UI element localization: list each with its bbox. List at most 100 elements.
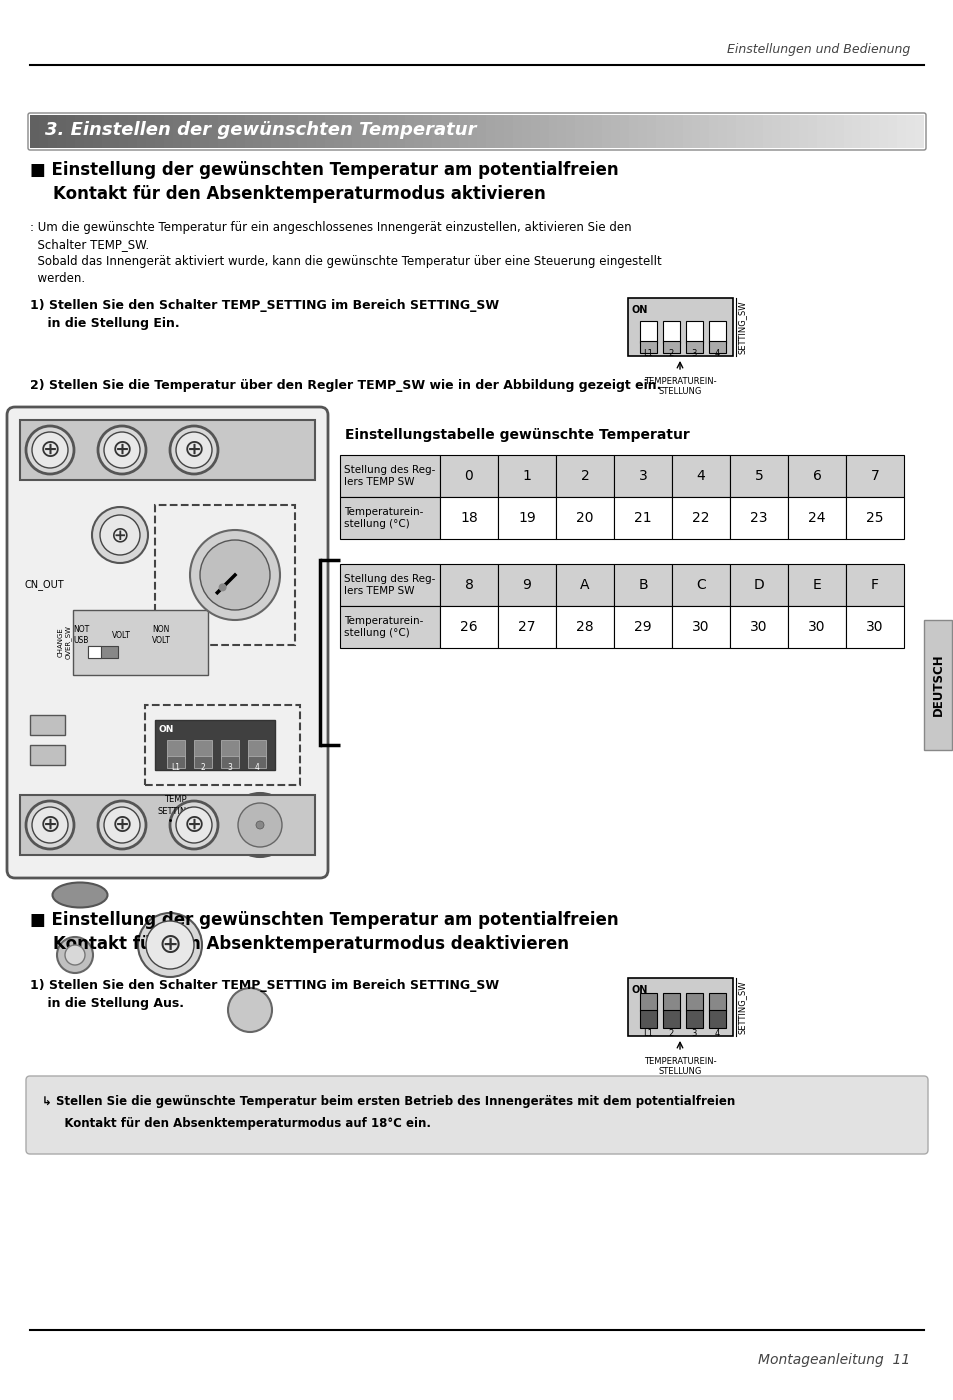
Bar [191,115,200,148]
Bar [485,115,495,148]
Bar [708,342,725,353]
Bar [154,720,274,770]
Bar [879,115,888,148]
Bar [729,455,787,497]
Bar [566,115,576,148]
Bar [671,606,729,648]
Bar [74,115,84,148]
Bar [193,756,212,769]
Bar [370,115,378,148]
Bar [66,115,75,148]
Circle shape [228,988,272,1032]
Circle shape [255,820,264,829]
Circle shape [26,801,74,848]
Text: 3: 3 [691,349,696,357]
Bar [512,115,521,148]
Text: 1: 1 [522,469,531,483]
Bar [708,1009,725,1028]
Text: L1: L1 [642,1029,652,1037]
Bar [167,756,185,769]
Bar [614,606,671,648]
Bar [556,606,614,648]
Text: 2: 2 [200,763,205,771]
Bar [639,1009,657,1028]
Text: in die Stellung Aus.: in die Stellung Aus. [30,997,184,1009]
Bar [334,115,343,148]
Text: 26: 26 [459,620,477,634]
Bar [662,1009,679,1028]
Bar [671,564,729,606]
Bar [744,115,754,148]
Bar [48,115,57,148]
Bar [685,993,702,1011]
Bar [845,606,903,648]
Bar [154,505,294,645]
Bar [439,606,497,648]
Text: 18: 18 [459,511,477,525]
Bar [497,497,556,539]
Bar [244,115,253,148]
Bar [729,564,787,606]
Bar [387,115,396,148]
Bar [227,115,236,148]
Text: ON: ON [631,986,648,995]
Bar [639,321,657,343]
Text: A: A [579,578,589,592]
Circle shape [190,531,280,620]
Circle shape [138,913,202,977]
Bar [671,497,729,539]
Text: TEMPERATUREIN-: TEMPERATUREIN- [643,377,716,385]
Bar [199,115,209,148]
Circle shape [98,801,146,848]
Bar [129,115,137,148]
Bar [682,115,691,148]
Text: TEMPERATUREIN-: TEMPERATUREIN- [643,1057,716,1065]
Bar [729,497,787,539]
Text: L1: L1 [642,349,652,357]
Text: L1: L1 [172,763,180,771]
Text: 30: 30 [865,620,882,634]
Bar [439,497,497,539]
Text: 1) Stellen Sie den Schalter TEMP_SETTING im Bereich SETTING_SW: 1) Stellen Sie den Schalter TEMP_SETTING… [30,300,498,312]
Bar [845,497,903,539]
Circle shape [91,507,148,563]
Circle shape [170,426,218,475]
Text: 4: 4 [696,469,704,483]
Text: SETTING_SW: SETTING_SW [737,980,745,1033]
Bar [611,115,619,148]
Text: B: B [638,578,647,592]
Text: ⊕: ⊕ [183,813,204,837]
Bar [639,342,657,353]
Text: 2: 2 [580,469,589,483]
Text: 30: 30 [807,620,825,634]
Text: 19: 19 [517,511,536,525]
Circle shape [98,426,146,475]
Circle shape [175,806,212,843]
Bar [708,321,725,343]
Circle shape [200,540,270,610]
Bar [360,115,370,148]
Circle shape [65,945,85,965]
Text: 7: 7 [870,469,879,483]
Bar [557,115,566,148]
Text: ↳ Stellen Sie die gewünschte Temperatur beim ersten Betrieb des Innengerätes mit: ↳ Stellen Sie die gewünschte Temperatur … [42,1095,735,1109]
Text: ⊕: ⊕ [112,813,132,837]
Bar [88,645,118,658]
Text: werden.: werden. [30,273,85,286]
Text: Kontakt für den Absenktemperaturmodus auf 18°C ein.: Kontakt für den Absenktemperaturmodus au… [52,1117,431,1131]
Bar [593,115,602,148]
Bar [289,115,298,148]
Text: 30: 30 [749,620,767,634]
Bar [30,715,65,735]
Circle shape [104,433,140,468]
Bar [781,115,790,148]
Bar [307,115,316,148]
Bar [614,455,671,497]
Text: 0: 0 [464,469,473,483]
Bar [762,115,772,148]
Bar [726,115,736,148]
Bar [497,564,556,606]
Bar [887,115,897,148]
Bar [619,115,629,148]
Bar [164,115,173,148]
